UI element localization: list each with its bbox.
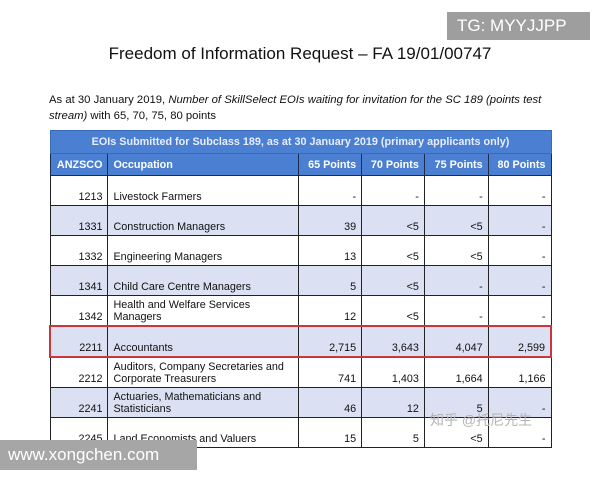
- points-80-cell: 2,599: [487, 325, 552, 358]
- anzsco-cell: 1332: [49, 235, 109, 266]
- points-75-cell: 4,047: [423, 325, 489, 358]
- table-row: 1331 Construction Managers 39 <5 <5-: [49, 205, 552, 236]
- points-70-cell: 1,403: [361, 356, 425, 388]
- points-70-cell: 5: [361, 417, 425, 448]
- points-80-cell: -: [487, 175, 552, 206]
- points-75-cell: 1,664: [423, 356, 489, 388]
- occupation-cell: Health and Welfare Services Managers: [107, 295, 300, 327]
- points-70-cell: <5: [361, 205, 425, 236]
- occupation-cell: Accountants: [107, 325, 300, 358]
- tg-watermark: TG: MYYJJPP: [447, 12, 590, 40]
- eoi-table: EOIs Submitted for Subclass 189, as at 3…: [49, 130, 552, 448]
- points-75-cell: -: [423, 265, 489, 296]
- table-row: 2211 Accountants 2,715 3,643 4,047 2,599: [49, 325, 552, 358]
- points-80-cell: -: [487, 387, 552, 418]
- anzsco-cell: 1342: [49, 295, 109, 327]
- intro-italic: Number of SkillSelect EOIs waiting for i…: [49, 94, 542, 122]
- points-65-cell: 13: [298, 235, 363, 266]
- points-80-cell: -: [487, 417, 552, 448]
- points-70-cell: <5: [361, 295, 425, 327]
- table-row: 2245 Land Economists and Valuers 15 5 <5-: [49, 417, 552, 448]
- occupation-cell: Construction Managers: [107, 205, 300, 236]
- anzsco-cell: 2211: [49, 325, 109, 358]
- table-row: 1332 Engineering Managers 13 <5 <5-: [49, 235, 552, 266]
- site-watermark: www.xongchen.com: [0, 440, 197, 470]
- intro-text: As at 30 January 2019, Number of SkillSe…: [49, 92, 559, 124]
- table-caption: EOIs Submitted for Subclass 189, as at 3…: [49, 130, 552, 154]
- intro-prefix: As at 30 January 2019,: [49, 94, 169, 106]
- points-65-cell: 2,715: [298, 325, 363, 358]
- points-70-cell: 3,643: [361, 325, 425, 358]
- occupation-cell: Livestock Farmers: [107, 175, 300, 206]
- intro-suffix: with 65, 70, 75, 80 points: [87, 110, 217, 122]
- anzsco-cell: 2241: [49, 387, 109, 418]
- table-row: 2241 Actuaries, Mathematicians and Statis…: [49, 387, 552, 418]
- points-75-cell: -: [423, 295, 489, 327]
- points-75-cell: -: [423, 175, 489, 206]
- occupation-cell: Engineering Managers: [107, 235, 300, 266]
- header-75: 75 Points: [423, 153, 489, 176]
- document-title: Freedom of Information Request – FA 19/0…: [108, 44, 492, 63]
- header-occupation: Occupation: [107, 153, 300, 176]
- anzsco-cell: 1331: [49, 205, 109, 236]
- occupation-cell: Actuaries, Mathematicians and Statistici…: [107, 387, 300, 418]
- table-row: 2212 Auditors, Company Secretaries and Co…: [49, 356, 552, 388]
- points-65-cell: 12: [298, 295, 363, 327]
- points-75-cell: <5: [423, 417, 489, 448]
- points-65-cell: -: [298, 175, 363, 206]
- points-80-cell: -: [487, 265, 552, 296]
- points-70-cell: -: [361, 175, 425, 206]
- table-row: 1213 Livestock Farmers - - - -: [49, 175, 552, 206]
- points-80-cell: -: [487, 235, 552, 266]
- anzsco-cell: 1341: [49, 265, 109, 296]
- points-65-cell: 15: [298, 417, 363, 448]
- points-80-cell: 1,166: [487, 356, 552, 388]
- header-65: 65 Points: [298, 153, 363, 176]
- points-65-cell: 741: [298, 356, 363, 388]
- points-80-cell: -: [487, 205, 552, 236]
- table-row: 1341 Child Care Centre Managers 5 <5- -: [49, 265, 552, 296]
- table-row: 1342 Health and Welfare Services Managers…: [49, 295, 552, 327]
- points-80-cell: -: [487, 295, 552, 327]
- zhihu-watermark: 知乎 @托尼先生: [430, 412, 533, 428]
- points-65-cell: 46: [298, 387, 363, 418]
- anzsco-cell: 2212: [49, 356, 109, 388]
- header-80: 80 Points: [487, 153, 552, 176]
- header-anzsco: ANZSCO: [49, 153, 109, 176]
- occupation-cell: Auditors, Company Secretaries and Corpor…: [107, 356, 300, 388]
- occupation-cell: Child Care Centre Managers: [107, 265, 300, 296]
- anzsco-cell: 1213: [49, 175, 109, 206]
- points-75-cell: <5: [423, 235, 489, 266]
- points-75-cell: <5: [423, 205, 489, 236]
- points-65-cell: 5: [298, 265, 363, 296]
- points-70-cell: 12: [361, 387, 425, 418]
- points-65-cell: 39: [298, 205, 363, 236]
- points-70-cell: <5: [361, 235, 425, 266]
- points-70-cell: <5: [361, 265, 425, 296]
- header-70: 70 Points: [361, 153, 425, 176]
